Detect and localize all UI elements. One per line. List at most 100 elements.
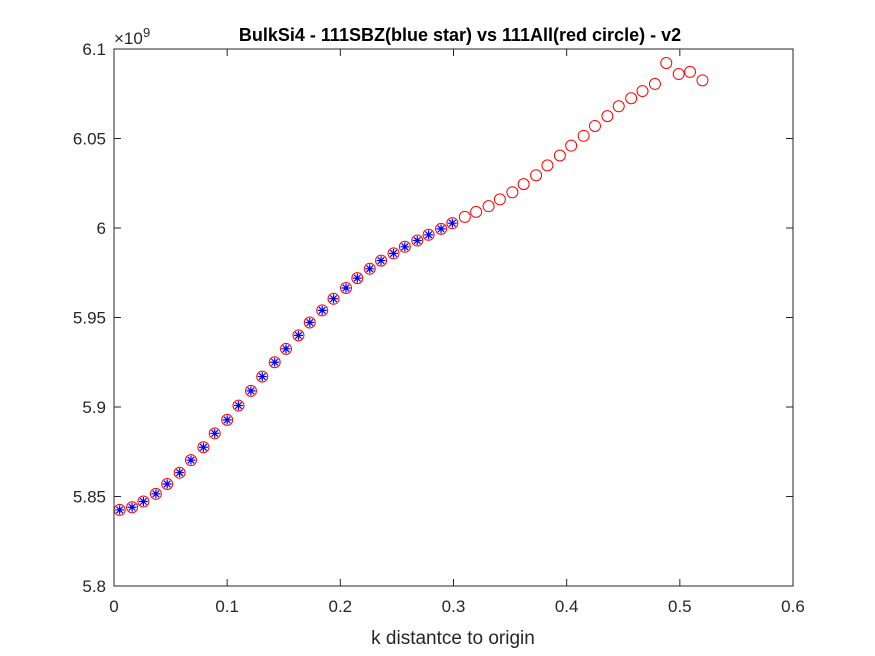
y-tick-label: 5.85 <box>73 488 106 507</box>
blue-star-point <box>115 505 125 515</box>
blue-star-point <box>198 442 208 452</box>
blue-star-point <box>186 455 196 465</box>
red-circle-point <box>137 495 150 508</box>
y-tick-label: 5.95 <box>73 309 106 328</box>
red-circle-point <box>470 205 483 218</box>
y-tick-label: 5.9 <box>82 398 106 417</box>
series-star <box>115 218 457 515</box>
x-tick-label: 0.2 <box>329 597 353 616</box>
red-circle-point <box>577 129 590 142</box>
red-circle-point <box>398 240 411 253</box>
blue-star-point <box>305 318 315 328</box>
y-tick-label: 6 <box>97 219 106 238</box>
red-circle-point <box>601 110 614 123</box>
red-circle-point <box>292 329 305 342</box>
series-layer <box>113 56 709 516</box>
red-circle-point <box>517 178 530 191</box>
x-tick-label: 0.3 <box>442 597 466 616</box>
blue-star-point <box>389 248 399 258</box>
red-circle-point <box>565 139 578 152</box>
blue-star-point <box>210 428 220 438</box>
y-exponent-power: 9 <box>143 25 150 40</box>
x-tick-label: 0.4 <box>555 597 579 616</box>
blue-star-point <box>222 415 232 425</box>
red-circle-point <box>316 304 329 317</box>
red-circle-point <box>660 56 673 69</box>
blue-star-point <box>127 502 137 512</box>
blue-star-point <box>162 479 172 489</box>
red-circle-point <box>184 454 197 467</box>
red-circle-point <box>482 200 495 213</box>
red-circle-point <box>541 159 554 172</box>
red-circle-point <box>208 427 221 440</box>
blue-star-point <box>352 273 362 283</box>
red-circle-point <box>458 210 471 223</box>
plot-area <box>114 49 793 586</box>
red-circle-point <box>221 413 234 426</box>
x-tick-label: 0.6 <box>781 597 805 616</box>
red-circle-point <box>411 234 424 247</box>
red-circle-point <box>530 169 543 182</box>
blue-star-point <box>317 305 327 315</box>
x-axis-label: k distantce to origin <box>371 628 535 649</box>
red-circle-point <box>126 501 139 514</box>
blue-star-point <box>436 224 446 234</box>
blue-star-point <box>447 218 457 228</box>
blue-star-point <box>151 489 161 499</box>
red-circle-point <box>648 77 661 90</box>
red-circle-point <box>161 477 174 490</box>
red-circle-point <box>149 487 162 500</box>
blue-star-point <box>412 236 422 246</box>
blue-star-point <box>341 283 351 293</box>
red-circle-point <box>327 292 340 305</box>
blue-star-point <box>400 242 410 252</box>
blue-star-point <box>365 264 375 274</box>
y-axis: 5.8 5.85 5.9 5.95 6 6.05 6.1 <box>73 40 793 596</box>
y-exponent-base: ×10 <box>114 29 143 48</box>
red-circle-point <box>493 193 506 206</box>
x-tick-label: 0 <box>109 597 118 616</box>
chart-title: BulkSi4 - 111SBZ(blue star) vs 111All(re… <box>239 25 681 45</box>
red-circle-point <box>612 100 625 113</box>
red-circle-point <box>387 247 400 260</box>
blue-star-point <box>424 230 434 240</box>
red-circle-point <box>696 74 709 87</box>
red-circle-point <box>684 65 697 78</box>
x-tick-label: 0.1 <box>215 597 239 616</box>
red-circle-point <box>363 262 376 275</box>
blue-star-point <box>257 372 267 382</box>
red-circle-point <box>197 441 210 454</box>
red-circle-point <box>375 254 388 267</box>
red-circle-point <box>268 356 281 369</box>
blue-star-point <box>293 330 303 340</box>
red-circle-point <box>244 384 257 397</box>
red-circle-point <box>672 68 685 81</box>
red-circle-point <box>303 316 316 329</box>
red-circle-point <box>351 272 364 285</box>
red-circle-point <box>636 85 649 98</box>
blue-star-point <box>138 497 148 507</box>
y-tick-label: 6.1 <box>82 40 106 59</box>
series-circle <box>113 56 709 516</box>
blue-star-point <box>376 256 386 266</box>
red-circle-point <box>256 370 269 383</box>
blue-star-point <box>270 357 280 367</box>
blue-star-point <box>329 294 339 304</box>
red-circle-point <box>588 119 601 132</box>
red-circle-point <box>553 149 566 162</box>
red-circle-point <box>422 228 435 241</box>
red-circle-point <box>625 92 638 105</box>
blue-star-point <box>246 386 256 396</box>
red-circle-point <box>280 342 293 355</box>
blue-star-point <box>281 344 291 354</box>
red-circle-point <box>173 466 186 479</box>
red-circle-point <box>339 281 352 294</box>
blue-star-point <box>233 401 243 411</box>
y-tick-label: 6.05 <box>73 130 106 149</box>
red-circle-point <box>506 186 519 199</box>
blue-star-point <box>175 468 185 478</box>
x-tick-label: 0.5 <box>668 597 692 616</box>
red-circle-point <box>446 217 459 230</box>
y-tick-label: 5.8 <box>82 577 106 596</box>
